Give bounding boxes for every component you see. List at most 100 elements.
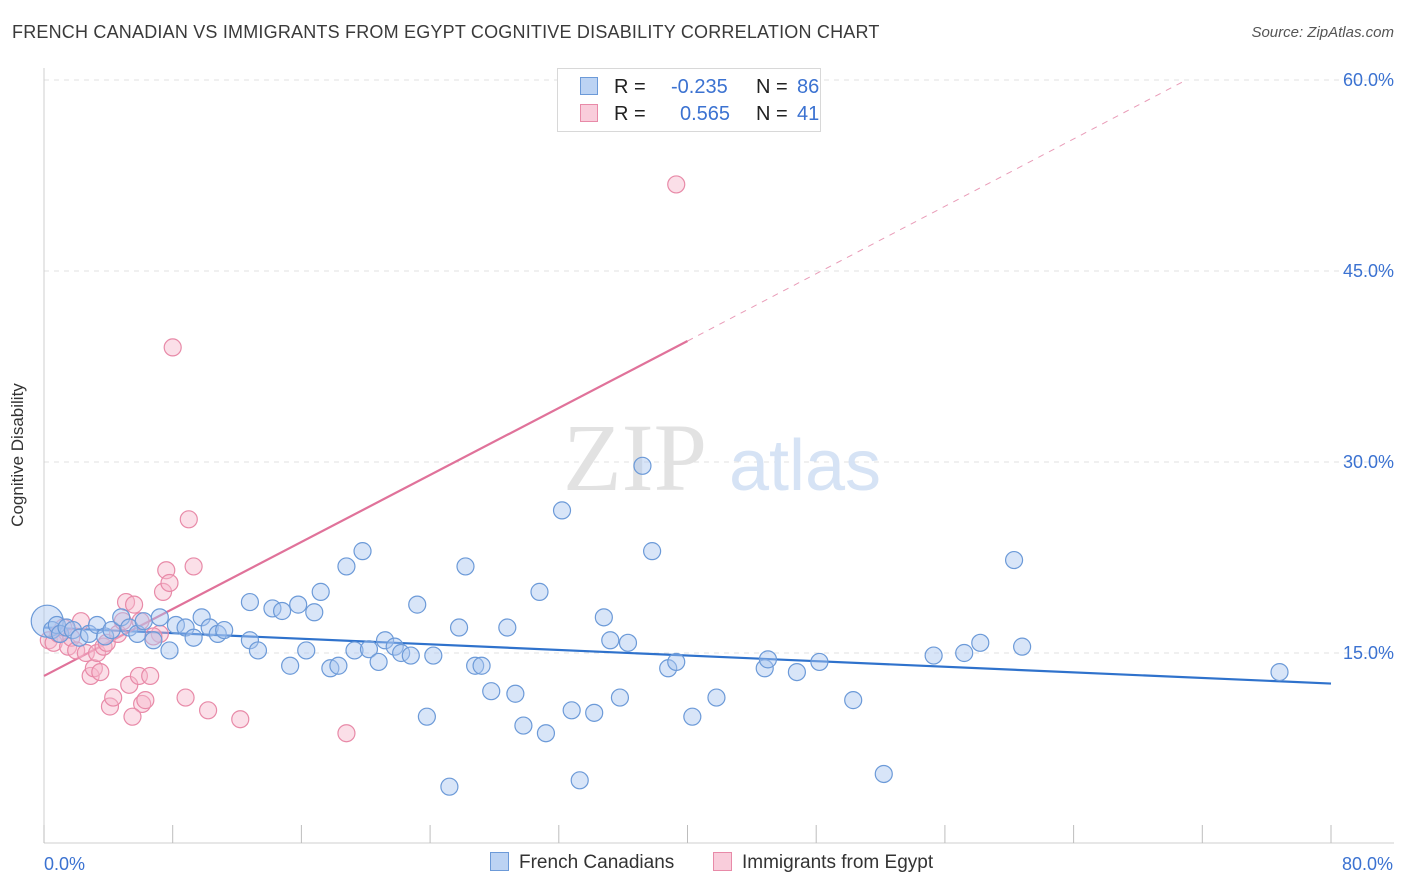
point-french-canadians — [683, 707, 702, 726]
point-french-canadians — [102, 620, 121, 640]
bottom-legend-label: French Canadians — [519, 852, 675, 873]
bottom-legend-french-canadians: French Canadians — [490, 852, 674, 874]
point-immigrants-from-egypt — [179, 510, 198, 529]
point-french-canadians — [552, 501, 572, 520]
point-french-canadians — [311, 582, 330, 601]
point-french-canadians — [240, 592, 260, 612]
point-french-canadians — [844, 691, 863, 710]
point-french-canadians — [955, 643, 974, 663]
y-tick-label: 45.0% — [1343, 261, 1394, 281]
point-immigrants-from-egypt — [136, 691, 155, 710]
trend-extension-immigrants-from-egypt — [687, 79, 1187, 342]
point-french-canadians — [184, 628, 203, 647]
legend-swatch-blue — [580, 77, 598, 95]
trend-lines — [43, 79, 1332, 685]
watermark-zip: ZIP — [563, 404, 707, 511]
point-french-canadians — [359, 640, 379, 659]
point-immigrants-from-egypt — [231, 710, 250, 729]
point-french-canadians — [408, 595, 427, 614]
point-french-canadians — [424, 646, 443, 665]
bottom-legend-immigrants-from-egypt: Immigrants from Egypt — [713, 852, 933, 874]
point-immigrants-from-egypt — [176, 688, 195, 707]
point-french-canadians — [305, 603, 324, 622]
legend-n-value: 86 — [797, 76, 820, 98]
legend-swatch-pink — [580, 104, 598, 122]
point-french-canadians — [248, 641, 268, 660]
point-french-canadians — [353, 542, 372, 561]
legend-r-value: 0.565 — [680, 103, 731, 125]
point-french-canadians — [401, 646, 420, 665]
point-french-canadians — [707, 688, 726, 707]
point-french-canadians — [337, 557, 356, 576]
point-french-canadians — [456, 557, 475, 576]
point-french-canadians — [874, 764, 893, 784]
point-immigrants-from-egypt — [124, 595, 144, 614]
point-french-canadians — [369, 652, 388, 672]
point-immigrants-from-egypt — [337, 724, 356, 743]
point-french-canadians — [1270, 662, 1289, 682]
point-french-canadians — [1013, 637, 1032, 656]
x-tick-label: 0.0% — [44, 854, 85, 874]
point-french-canadians — [585, 703, 604, 722]
source-label: Source: ZipAtlas.com — [1251, 24, 1394, 41]
point-french-canadians — [440, 777, 459, 796]
point-french-canadians — [417, 707, 436, 726]
y-axis-label: Cognitive Disability — [8, 383, 27, 527]
point-french-canadians — [150, 608, 169, 627]
point-french-canadians — [215, 620, 234, 640]
legend-r-label: R = — [614, 76, 646, 98]
point-french-canadians — [610, 688, 630, 707]
point-french-canadians — [924, 646, 943, 665]
point-french-canadians — [272, 601, 292, 621]
legend-n-label: N = — [756, 103, 788, 125]
point-french-canadians — [160, 641, 179, 660]
point-french-canadians — [144, 631, 163, 650]
point-french-canadians — [810, 652, 829, 672]
x-tick-label: 80.0% — [1342, 854, 1393, 874]
point-french-canadians — [758, 650, 778, 669]
point-french-canadians — [297, 641, 316, 660]
y-tick-label: 60.0% — [1343, 70, 1394, 90]
point-immigrants-from-egypt — [160, 573, 179, 593]
bottom-legend-swatch-pink — [713, 852, 732, 871]
legend-n-value: 41 — [797, 103, 820, 125]
point-french-canadians — [633, 456, 652, 475]
data-points — [30, 175, 1289, 796]
point-french-canadians — [514, 716, 533, 735]
point-french-canadians — [449, 618, 469, 637]
point-french-canadians — [643, 542, 662, 561]
legend-r-label: R = — [614, 103, 646, 125]
point-french-canadians — [506, 684, 525, 703]
point-french-canadians — [618, 633, 638, 652]
point-french-canadians — [472, 656, 491, 675]
point-french-canadians — [466, 656, 485, 675]
y-tick-label: 15.0% — [1343, 643, 1394, 663]
point-french-canadians — [482, 682, 501, 701]
legend-r-value: -0.235 — [671, 76, 728, 98]
bottom-legend-swatch-blue — [490, 852, 509, 871]
point-immigrants-from-egypt — [163, 338, 182, 357]
point-immigrants-from-egypt — [91, 662, 110, 682]
point-french-canadians — [787, 662, 806, 682]
point-immigrants-from-egypt — [198, 701, 218, 720]
point-french-canadians — [375, 631, 395, 650]
grid-lines — [44, 79, 1394, 654]
point-immigrants-from-egypt — [184, 557, 203, 576]
point-immigrants-from-egypt — [123, 707, 142, 726]
tick-labels: 15.0% 30.0% 45.0% 60.0% 0.0% 80.0% — [44, 70, 1394, 874]
point-immigrants-from-egypt — [104, 688, 123, 707]
point-immigrants-from-egypt — [153, 582, 173, 601]
axes — [43, 68, 1394, 844]
point-french-canadians — [498, 618, 517, 637]
trend-line-french-canadians — [43, 626, 1332, 685]
point-immigrants-from-egypt — [667, 175, 686, 194]
point-french-canadians — [345, 641, 364, 660]
point-french-canadians — [134, 612, 153, 631]
point-french-canadians — [971, 633, 990, 652]
correlation-legend: R = -0.235 N = 86 R = 0.565 N = 41 — [557, 68, 821, 132]
point-french-canadians — [1004, 550, 1024, 570]
bottom-legend-label: Immigrants from Egypt — [742, 852, 934, 873]
point-french-canadians — [70, 628, 89, 647]
point-french-canadians — [530, 582, 549, 601]
